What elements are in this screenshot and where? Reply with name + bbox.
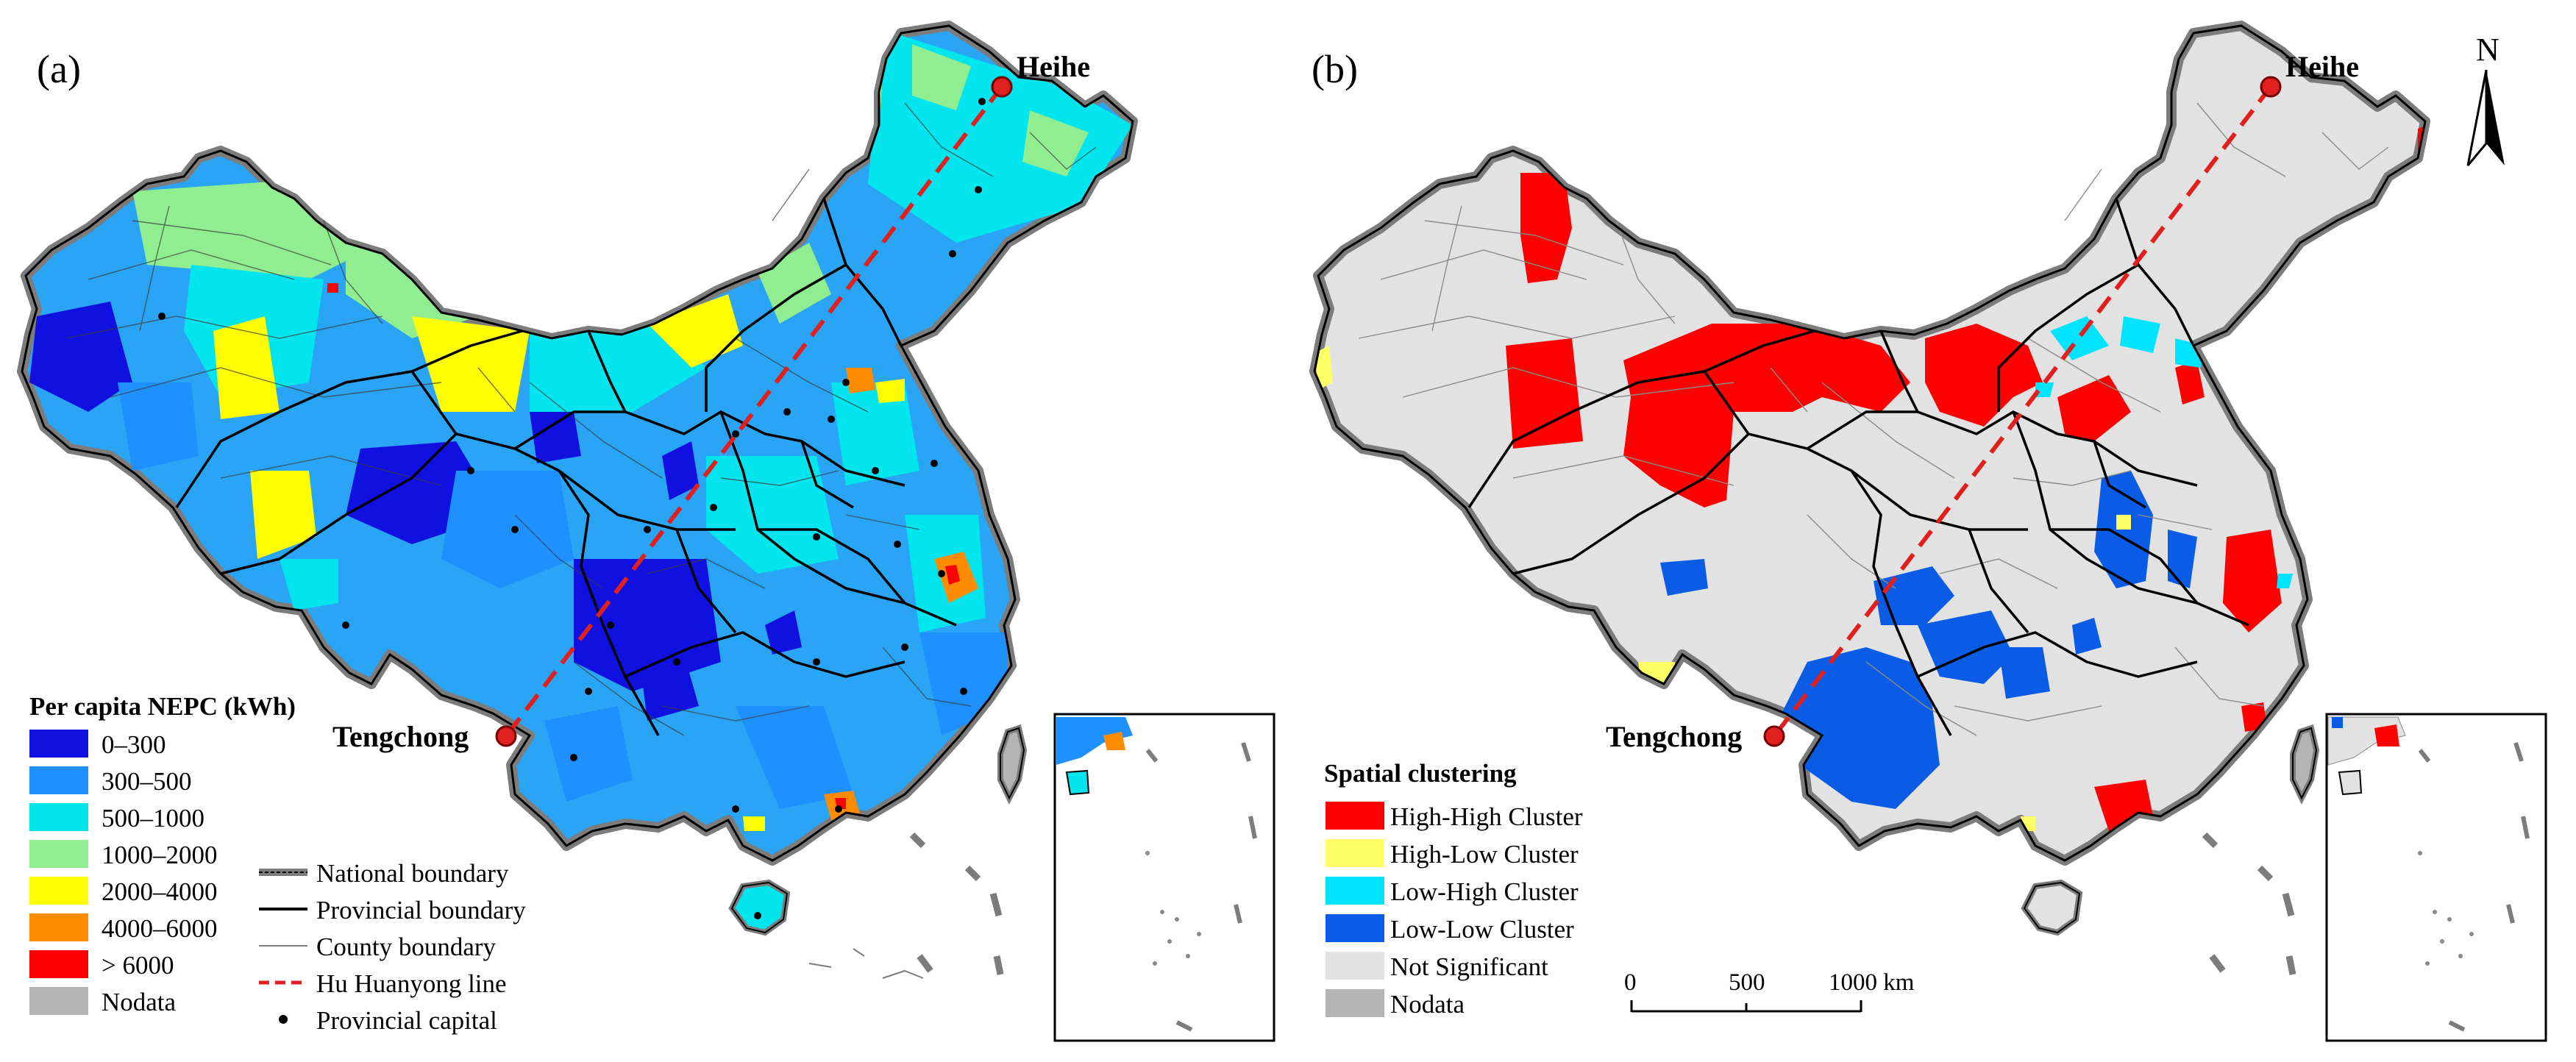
- tengchong-label-a: Tengchong: [332, 720, 469, 753]
- legend-a-swatch-5: [29, 913, 88, 941]
- legend-b-title: Spatial clustering: [1324, 759, 1517, 788]
- hu-line-label: Hu Huanyong line: [316, 969, 507, 998]
- heihe-label-a: Heihe: [1017, 50, 1090, 83]
- heihe-marker-a: [991, 76, 1013, 98]
- panel-b: (b): [1312, 26, 2547, 1042]
- scale-tick-500: 500: [1729, 969, 1765, 996]
- legend-b-swatch-4: [1326, 952, 1384, 980]
- tengchong-marker-a: [495, 725, 517, 747]
- legend-a-label-7: Nodata: [102, 988, 177, 1016]
- legend-a-label-5: 4000–6000: [102, 914, 218, 943]
- hu-huanyong-line-a: [504, 85, 1004, 738]
- legend-b-swatch-1: [1326, 839, 1384, 867]
- provincial-boundary-label: Provincial boundary: [316, 896, 526, 924]
- legend-b-swatch-3: [1326, 914, 1384, 942]
- heihe-marker-b: [2260, 76, 2282, 98]
- legend-b-label-0: High-High Cluster: [1390, 802, 1583, 831]
- panel-a-map: Heihe Tengchong: [22, 26, 1133, 979]
- legend-b-swatch-0: [1326, 802, 1384, 830]
- legend-a-swatch-0: [29, 730, 88, 758]
- heihe-label-b: Heihe: [2285, 50, 2359, 83]
- tengchong-label-b: Tengchong: [1606, 720, 1742, 753]
- legend-a-swatch-1: [29, 766, 88, 794]
- legend-a-label-2: 500–1000: [102, 804, 204, 833]
- north-arrow: N: [2466, 32, 2505, 166]
- legend-a-title: Per capita NEPC (kWh): [29, 692, 296, 721]
- scale-tick-0: 0: [1624, 969, 1637, 996]
- provincial-capital-markers: [158, 98, 986, 919]
- legend-b-label-4: Not Significant: [1390, 952, 1548, 981]
- north-label: N: [2476, 32, 2499, 68]
- panel-a: (a): [22, 26, 1275, 1042]
- county-boundary-label: County boundary: [316, 933, 497, 961]
- legend-a-swatch-6: [29, 950, 88, 978]
- legend-a-swatch-4: [29, 877, 88, 905]
- south-china-sea-inset-b: [2325, 713, 2547, 1042]
- legend-a-label-0: 0–300: [102, 730, 166, 759]
- legend-b-label-2: Low-High Cluster: [1390, 877, 1579, 906]
- provincial-capital-label: Provincial capital: [316, 1006, 497, 1035]
- tengchong-marker-b: [1763, 725, 1785, 747]
- legend-b-label-3: Low-Low Cluster: [1390, 915, 1574, 944]
- legend-b-label-1: High-Low Cluster: [1390, 840, 1579, 869]
- legend-a-label-6: > 6000: [102, 951, 174, 980]
- panel-b-map: [1314, 26, 2429, 975]
- legend-b-swatch-5: [1326, 989, 1384, 1017]
- legend-a-label-4: 2000–4000: [102, 877, 218, 906]
- national-boundary-label: National boundary: [316, 859, 509, 888]
- legend-a-swatch-7: [29, 987, 88, 1015]
- legend-b: Spatial clustering High-High Cluster High…: [1324, 759, 1583, 1019]
- panel-a-label: (a): [37, 47, 81, 91]
- scale-bar: 0 500 1000 km: [1624, 969, 1915, 1013]
- scale-tick-1000: 1000 km: [1829, 969, 1915, 996]
- legend-a-swatch-3: [29, 840, 88, 868]
- legend-a-swatch-2: [29, 803, 88, 831]
- legend-a-label-3: 1000–2000: [102, 841, 218, 869]
- hu-huanyong-line-b: [1772, 85, 2273, 738]
- line-legend-a: National boundary Provincial boundary Co…: [259, 859, 526, 1035]
- legend-b-label-5: Nodata: [1390, 990, 1465, 1019]
- legend-a: Per capita NEPC (kWh) 0–300 300–500 500–10…: [29, 692, 296, 1016]
- panel-b-label: (b): [1312, 47, 1358, 91]
- legend-a-label-1: 300–500: [102, 767, 192, 796]
- south-china-sea-inset-a: [1053, 713, 1275, 1042]
- legend-b-swatch-2: [1326, 877, 1384, 905]
- provincial-capital-swatch: [279, 1015, 288, 1024]
